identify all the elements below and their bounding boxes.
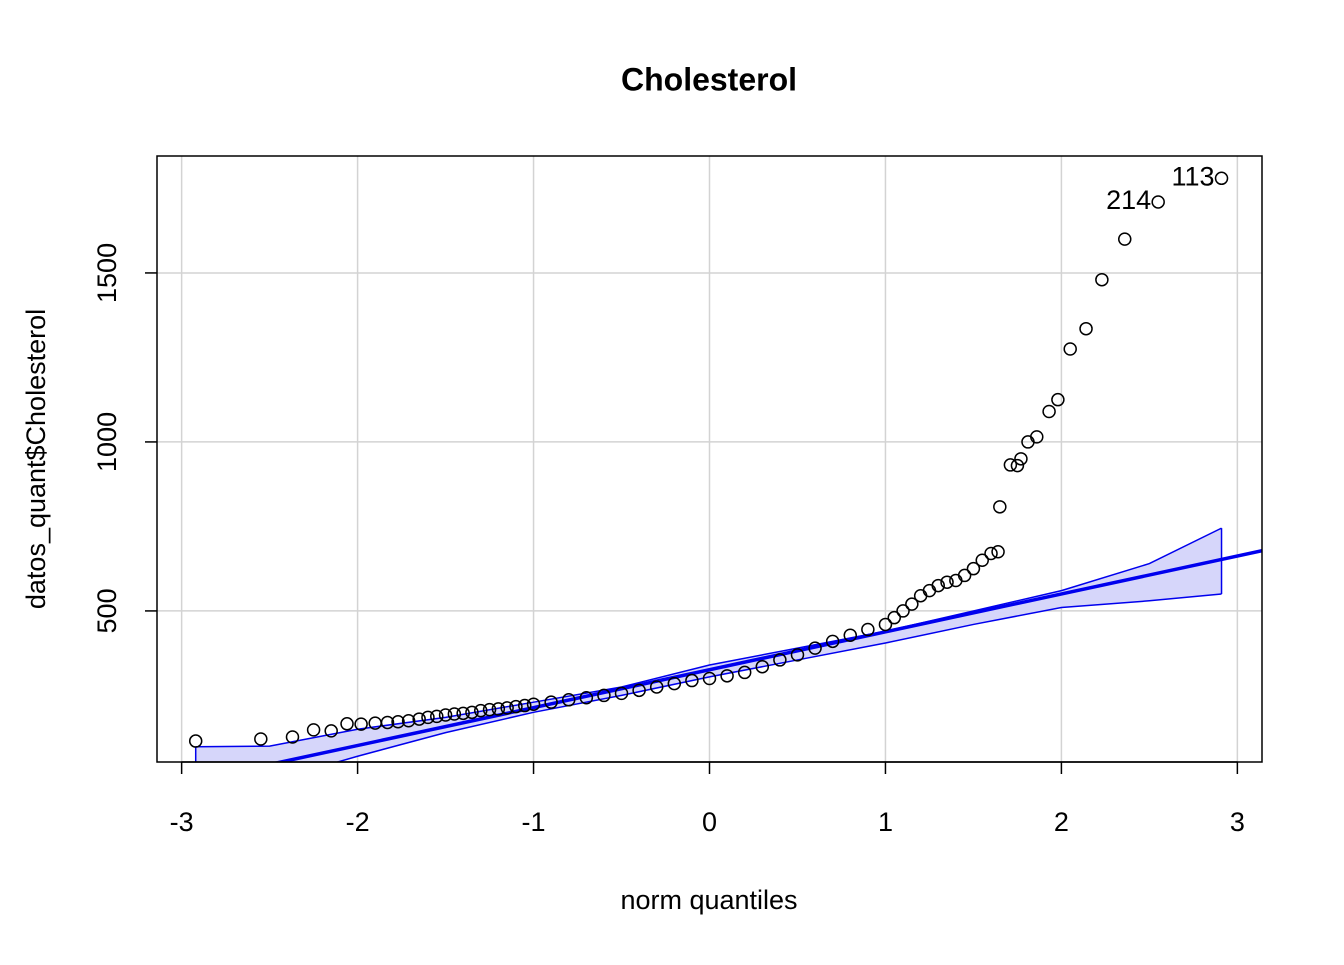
x-tick-label: 3 [1230, 807, 1245, 837]
point [991, 545, 1005, 559]
point [808, 641, 822, 655]
point [412, 712, 426, 726]
point [1151, 195, 1165, 209]
point [285, 730, 300, 744]
point [188, 734, 203, 748]
point [1063, 342, 1077, 356]
envelope-area [195, 528, 1222, 762]
point [456, 706, 470, 721]
point [421, 710, 435, 725]
reference-line [272, 549, 1262, 762]
point [526, 697, 541, 711]
point [354, 717, 368, 731]
point [482, 702, 497, 717]
point [949, 573, 963, 588]
point [737, 665, 752, 680]
y-tick-label: 500 [92, 588, 122, 633]
point [755, 659, 770, 674]
point [993, 500, 1007, 514]
point [254, 732, 268, 746]
point [1003, 458, 1018, 472]
point [517, 698, 532, 713]
point [491, 702, 506, 716]
point [474, 703, 488, 718]
point [940, 575, 954, 589]
point [380, 715, 395, 730]
point [1042, 404, 1056, 419]
point [1030, 430, 1044, 444]
point [597, 688, 611, 703]
point [649, 680, 664, 694]
point [861, 622, 875, 637]
x-tick-label: 1 [878, 807, 893, 837]
point [790, 648, 805, 662]
point [509, 699, 523, 714]
y-tick-label: 1500 [92, 243, 122, 303]
point [957, 568, 972, 583]
point [306, 723, 321, 737]
x-tick-label: -3 [170, 807, 194, 837]
point-label: 214 [1106, 185, 1151, 215]
point [913, 588, 928, 603]
point [340, 717, 354, 731]
x-tick-label: -1 [522, 807, 546, 837]
point [544, 695, 558, 709]
point [843, 628, 858, 643]
point [1095, 272, 1109, 287]
point [922, 583, 937, 598]
point [878, 617, 893, 632]
point [966, 561, 981, 576]
point-label: 113 [1171, 161, 1214, 191]
y-axis-label: datos_quant$Cholesterol [21, 309, 51, 609]
point [896, 604, 910, 618]
point [667, 676, 682, 691]
point [579, 691, 594, 705]
point [1051, 392, 1065, 407]
envelope-lower [334, 593, 1222, 762]
point [561, 693, 576, 707]
point [500, 701, 514, 715]
point [401, 714, 416, 728]
point [1010, 458, 1025, 473]
point [975, 553, 989, 567]
point [984, 546, 998, 561]
point [1079, 321, 1093, 336]
x-tick-label: 2 [1054, 807, 1069, 837]
envelope-upper [195, 527, 1222, 748]
point [720, 669, 734, 683]
point [773, 653, 787, 667]
x-tick-label: 0 [702, 807, 717, 837]
point [825, 634, 840, 649]
point [702, 671, 717, 686]
point [465, 705, 479, 720]
point [1214, 171, 1229, 186]
point [887, 610, 902, 625]
point [632, 683, 646, 698]
chart-title: Cholesterol [621, 61, 797, 97]
y-tick-label: 1000 [92, 412, 122, 472]
point [685, 673, 699, 688]
point [430, 709, 444, 724]
point [1118, 232, 1132, 246]
point [1014, 452, 1028, 466]
point [931, 578, 945, 593]
x-axis-label: norm quantiles [620, 885, 797, 915]
point [324, 724, 338, 738]
point [447, 707, 462, 721]
point [391, 715, 405, 729]
point [438, 708, 453, 722]
x-tick-label: -2 [346, 807, 370, 837]
point [614, 686, 629, 701]
point [905, 597, 919, 611]
